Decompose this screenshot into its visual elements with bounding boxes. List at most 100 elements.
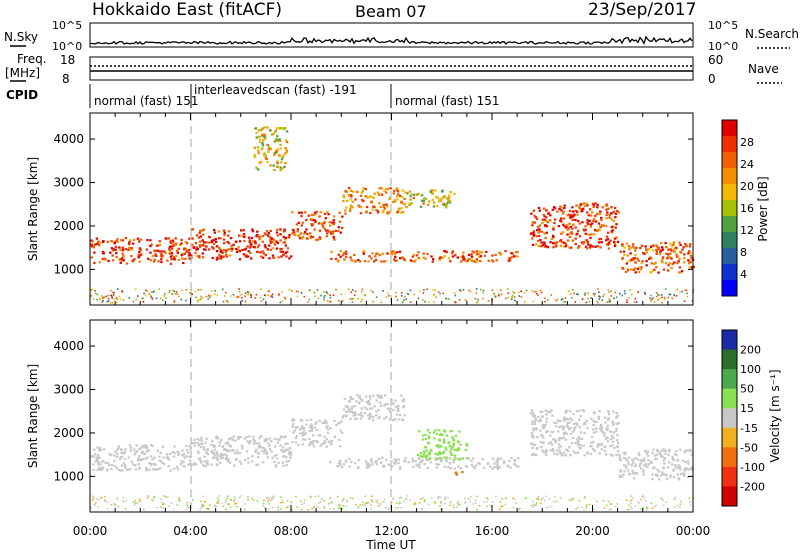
velocity-colorbar-tick: -200 [740, 480, 765, 493]
echo-cell [437, 429, 441, 432]
echo-cell [198, 256, 201, 259]
echo-cell [360, 206, 363, 209]
clutter-cell [159, 297, 162, 300]
echo-cell [533, 443, 537, 446]
echo-cell [535, 447, 539, 451]
echo-cell [272, 238, 276, 242]
echo-cell [411, 457, 414, 461]
echo-cell [223, 448, 226, 451]
clutter-cell [422, 497, 425, 499]
echo-cell [394, 255, 397, 258]
echo-cell [650, 460, 653, 464]
clutter-cell [631, 293, 633, 296]
echo-cell [530, 431, 534, 435]
echo-cell [423, 463, 426, 466]
echo-cell [285, 464, 288, 467]
echo-cell [298, 428, 302, 431]
echo-cell [686, 449, 689, 452]
echo-cell [457, 447, 460, 450]
echo-cell [254, 450, 257, 453]
echo-cell [376, 211, 380, 214]
echo-cell [380, 461, 383, 464]
echo-cell [540, 230, 544, 233]
clutter-cell [464, 497, 466, 500]
clutter-cell [443, 498, 446, 500]
echo-cell [567, 227, 570, 230]
echo-cell [289, 454, 292, 457]
echo-cell [120, 257, 124, 260]
echo-cell [221, 444, 225, 447]
echo-cell [343, 397, 347, 401]
echo-cell [170, 245, 173, 248]
clutter-cell [314, 496, 317, 498]
echo-cell [464, 448, 467, 451]
echo-cell [649, 245, 653, 248]
clutter-cell [308, 298, 311, 301]
echo-cell [279, 127, 282, 130]
echo-cell [206, 459, 209, 462]
clutter-cell [454, 301, 457, 304]
echo-cell [569, 216, 573, 219]
echo-cell [248, 246, 252, 249]
echo-cell [690, 453, 693, 456]
echo-cell [124, 248, 128, 251]
echo-cell [656, 246, 659, 249]
time-tick-label: 04:00 [173, 524, 208, 538]
echo-cell [390, 253, 393, 256]
echo-cell [266, 144, 269, 147]
echo-cell [128, 241, 131, 244]
echo-cell [360, 191, 363, 194]
echo-cell [188, 252, 191, 255]
echo-cell [686, 460, 690, 463]
echo-cell [261, 133, 264, 136]
echo-cell [173, 445, 176, 448]
clutter-cell [482, 297, 484, 300]
echo-cell [388, 407, 391, 410]
clutter-cell [398, 500, 401, 503]
echo-cell [453, 467, 456, 470]
echo-cell [275, 231, 279, 234]
clutter-cell [329, 301, 332, 303]
echo-cell [552, 228, 555, 231]
echo-cell [275, 247, 278, 250]
echo-cell [401, 211, 405, 214]
noise-strip-frame [89, 22, 694, 48]
clutter-cell [686, 292, 688, 295]
echo-cell [143, 452, 146, 455]
echo-cell [369, 407, 372, 410]
echo-cell [456, 256, 459, 259]
echo-cell [229, 237, 233, 240]
echo-cell [560, 454, 564, 457]
echo-cell [232, 449, 235, 452]
echo-cell [591, 202, 595, 205]
echo-cell [324, 217, 327, 220]
echo-cell [661, 257, 664, 261]
echo-cell [532, 209, 536, 212]
echo-cell [269, 239, 272, 242]
clutter-cell [241, 297, 243, 299]
echo-cell [562, 425, 565, 428]
clutter-cell [176, 293, 179, 295]
echo-cell [439, 255, 442, 259]
echo-cell [257, 455, 260, 458]
echo-cell [544, 449, 548, 452]
clutter-cell [623, 290, 626, 292]
clutter-cell [468, 289, 470, 292]
echo-cell [304, 211, 307, 214]
echo-cell [649, 271, 652, 274]
echo-cell [533, 414, 536, 417]
echo-cell [349, 256, 352, 259]
clutter-cell [594, 292, 597, 295]
clutter-cell [190, 292, 192, 295]
echo-cell [678, 257, 681, 260]
echo-cell [645, 251, 648, 254]
echo-cell [122, 259, 125, 262]
echo-cell [138, 247, 142, 250]
echo-cell [284, 435, 287, 438]
clutter-cell [163, 495, 166, 497]
clutter-cell [361, 504, 364, 506]
echo-cell [268, 448, 272, 451]
echo-cell [600, 218, 603, 222]
echo-cell [420, 194, 424, 197]
clutter-cell [268, 498, 270, 500]
